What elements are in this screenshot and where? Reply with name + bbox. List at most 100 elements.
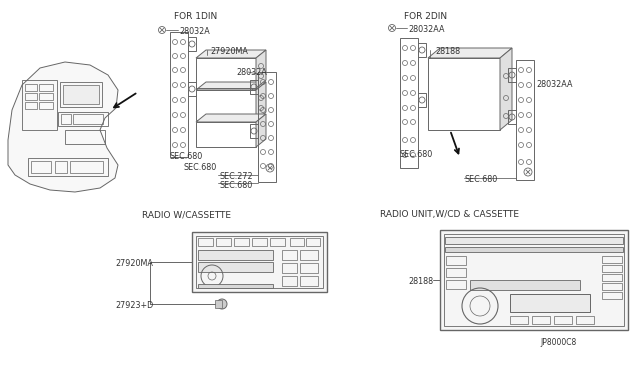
Text: 28032AA: 28032AA <box>536 80 573 89</box>
Bar <box>198 284 273 288</box>
Bar <box>31 161 51 173</box>
Bar <box>65 130 105 144</box>
Text: 28032AA: 28032AA <box>408 25 445 34</box>
Bar <box>188 82 196 96</box>
Bar <box>60 82 102 107</box>
Text: RADIO UNIT,W/CD & CASSETTE: RADIO UNIT,W/CD & CASSETTE <box>380 210 519 219</box>
Bar <box>234 238 249 246</box>
Polygon shape <box>196 50 266 58</box>
Bar <box>196 90 256 120</box>
Bar <box>446 256 466 265</box>
Bar <box>470 280 580 290</box>
Bar <box>508 110 516 124</box>
Bar <box>602 283 622 290</box>
Polygon shape <box>196 114 266 122</box>
Polygon shape <box>256 114 266 147</box>
Bar <box>196 122 256 147</box>
Polygon shape <box>8 62 118 192</box>
Bar <box>25 84 37 91</box>
Text: JP8000C8: JP8000C8 <box>540 338 576 347</box>
Bar <box>602 265 622 272</box>
Bar <box>602 292 622 299</box>
Bar <box>25 93 37 100</box>
Text: SEC.680: SEC.680 <box>170 152 204 161</box>
Bar <box>300 276 318 286</box>
Bar <box>39 84 53 91</box>
Bar <box>602 256 622 263</box>
Bar <box>445 237 623 244</box>
Bar <box>63 85 99 104</box>
Bar <box>418 93 426 107</box>
Text: 28188: 28188 <box>408 277 433 286</box>
Bar <box>39 102 53 109</box>
Bar <box>73 114 103 124</box>
Bar <box>440 230 628 330</box>
Bar <box>215 300 222 308</box>
Bar <box>192 232 327 292</box>
Bar <box>250 124 258 138</box>
Text: SEC.680: SEC.680 <box>465 175 499 184</box>
Bar <box>250 80 258 94</box>
Text: RADIO W/CASSETTE: RADIO W/CASSETTE <box>142 210 231 219</box>
Bar <box>290 238 304 246</box>
Bar <box>510 316 528 324</box>
Text: FOR 1DIN: FOR 1DIN <box>174 12 217 21</box>
Bar <box>516 60 534 180</box>
Bar <box>418 43 426 57</box>
Text: 27920MA: 27920MA <box>115 259 153 268</box>
Bar <box>270 238 285 246</box>
Bar <box>170 32 188 157</box>
Bar <box>70 161 103 173</box>
Bar <box>400 38 418 168</box>
Bar <box>444 234 624 326</box>
Bar <box>446 280 466 289</box>
Bar <box>300 250 318 260</box>
Bar <box>198 262 273 272</box>
Text: 28032A: 28032A <box>236 68 267 77</box>
Bar <box>61 114 71 124</box>
Polygon shape <box>428 48 512 58</box>
Bar <box>258 72 276 182</box>
Bar <box>216 238 231 246</box>
Bar <box>532 316 550 324</box>
Text: 28032A: 28032A <box>179 27 210 36</box>
Polygon shape <box>196 82 266 90</box>
Text: SEC.272: SEC.272 <box>220 172 253 181</box>
Text: 27920MA: 27920MA <box>210 47 248 56</box>
Text: SEC.680: SEC.680 <box>220 181 253 190</box>
Text: SEC.680: SEC.680 <box>400 150 433 159</box>
Polygon shape <box>256 82 266 120</box>
Bar <box>39 93 53 100</box>
Bar <box>58 112 108 126</box>
Bar <box>55 161 67 173</box>
Bar <box>306 238 320 246</box>
Bar <box>198 250 273 260</box>
Bar <box>508 68 516 82</box>
Bar <box>282 250 297 260</box>
Bar <box>445 247 623 252</box>
Text: SEC.680: SEC.680 <box>183 163 216 172</box>
Text: 28188: 28188 <box>435 47 460 56</box>
Polygon shape <box>256 50 266 88</box>
Bar <box>22 80 57 130</box>
Bar <box>282 276 297 286</box>
Bar <box>282 263 297 273</box>
Bar <box>252 238 267 246</box>
Bar <box>576 316 594 324</box>
Bar <box>602 274 622 281</box>
Text: 27923+D: 27923+D <box>115 301 153 310</box>
Text: FOR 2DIN: FOR 2DIN <box>404 12 447 21</box>
Bar <box>554 316 572 324</box>
Bar <box>188 37 196 51</box>
Bar <box>446 268 466 277</box>
Bar <box>510 294 590 312</box>
Bar <box>25 102 37 109</box>
Bar <box>198 238 213 246</box>
Bar <box>196 236 323 288</box>
Circle shape <box>217 299 227 309</box>
Polygon shape <box>500 48 512 130</box>
Bar <box>196 58 256 88</box>
Bar <box>428 58 500 130</box>
Bar <box>28 158 108 176</box>
Bar <box>300 263 318 273</box>
